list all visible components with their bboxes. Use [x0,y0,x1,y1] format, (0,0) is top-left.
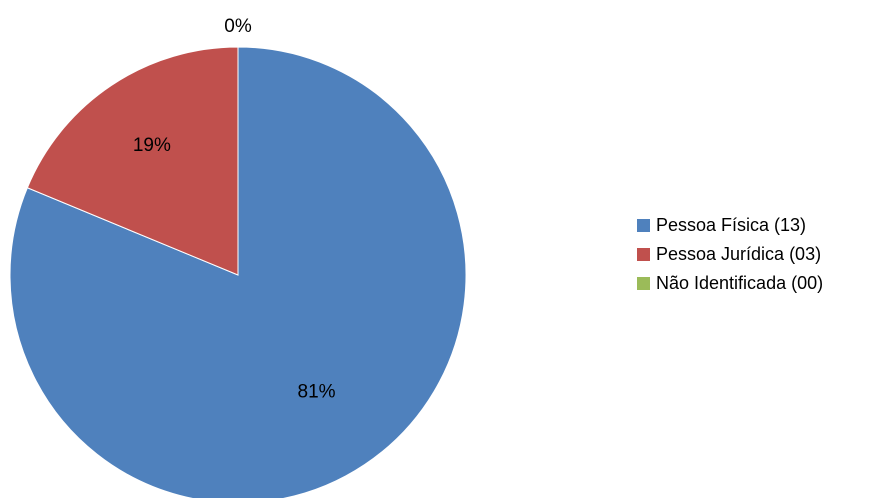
data-label-0: 81% [298,382,336,403]
legend-label: Pessoa Jurídica (03) [656,244,821,265]
legend-item-pessoa-fisica: Pessoa Física (13) [637,212,823,238]
legend-swatch [637,248,650,261]
data-label-2: 0% [224,16,252,37]
legend-item-pessoa-juridica: Pessoa Jurídica (03) [637,241,823,267]
pie-slices [10,47,466,498]
legend-label: Não Identificada (00) [656,273,823,294]
legend: Pessoa Física (13) Pessoa Jurídica (03) … [637,212,823,299]
legend-item-nao-identificada: Não Identificada (00) [637,270,823,296]
legend-swatch [637,277,650,290]
legend-swatch [637,219,650,232]
legend-label: Pessoa Física (13) [656,215,806,236]
data-label-1: 19% [133,135,171,156]
